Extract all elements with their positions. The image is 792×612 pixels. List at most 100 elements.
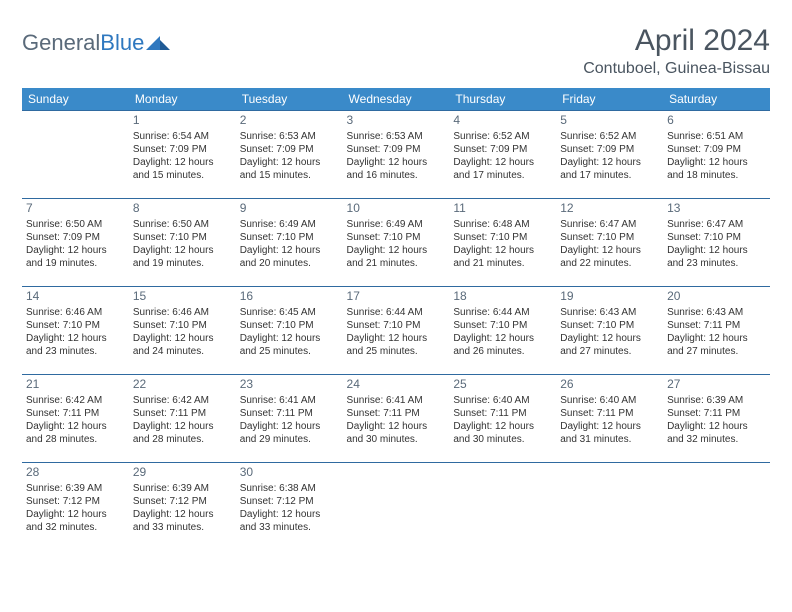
sunset-line: Sunset: 7:09 PM xyxy=(26,231,125,244)
calendar-cell: 27Sunrise: 6:39 AMSunset: 7:11 PMDayligh… xyxy=(663,375,770,463)
sunrise-line: Sunrise: 6:44 AM xyxy=(347,306,446,319)
logo: GeneralBlue xyxy=(22,24,172,56)
daylight-line: Daylight: 12 hours and 26 minutes. xyxy=(453,332,552,358)
sunset-line: Sunset: 7:10 PM xyxy=(26,319,125,332)
weekday-header: Saturday xyxy=(663,88,770,111)
sunset-line: Sunset: 7:10 PM xyxy=(560,319,659,332)
sunrise-line: Sunrise: 6:43 AM xyxy=(560,306,659,319)
day-number: 19 xyxy=(560,289,659,305)
day-number: 8 xyxy=(133,201,232,217)
day-number: 5 xyxy=(560,113,659,129)
calendar-table: SundayMondayTuesdayWednesdayThursdayFrid… xyxy=(22,88,770,551)
sunrise-line: Sunrise: 6:40 AM xyxy=(560,394,659,407)
calendar-cell: 24Sunrise: 6:41 AMSunset: 7:11 PMDayligh… xyxy=(343,375,450,463)
sunrise-line: Sunrise: 6:39 AM xyxy=(667,394,766,407)
daylight-line: Daylight: 12 hours and 31 minutes. xyxy=(560,420,659,446)
sunset-line: Sunset: 7:10 PM xyxy=(347,231,446,244)
calendar-cell: 26Sunrise: 6:40 AMSunset: 7:11 PMDayligh… xyxy=(556,375,663,463)
sunset-line: Sunset: 7:10 PM xyxy=(347,319,446,332)
calendar-cell: 12Sunrise: 6:47 AMSunset: 7:10 PMDayligh… xyxy=(556,199,663,287)
sunset-line: Sunset: 7:09 PM xyxy=(453,143,552,156)
day-number: 17 xyxy=(347,289,446,305)
sunset-line: Sunset: 7:10 PM xyxy=(453,231,552,244)
day-number: 23 xyxy=(240,377,339,393)
sunset-line: Sunset: 7:11 PM xyxy=(133,407,232,420)
calendar-cell: 20Sunrise: 6:43 AMSunset: 7:11 PMDayligh… xyxy=(663,287,770,375)
sunset-line: Sunset: 7:10 PM xyxy=(240,319,339,332)
calendar-cell: 22Sunrise: 6:42 AMSunset: 7:11 PMDayligh… xyxy=(129,375,236,463)
day-number: 12 xyxy=(560,201,659,217)
sunset-line: Sunset: 7:10 PM xyxy=(240,231,339,244)
sunrise-line: Sunrise: 6:53 AM xyxy=(347,130,446,143)
calendar-cell xyxy=(663,463,770,551)
weekday-header: Wednesday xyxy=(343,88,450,111)
weekday-header: Sunday xyxy=(22,88,129,111)
day-number: 16 xyxy=(240,289,339,305)
calendar-cell: 16Sunrise: 6:45 AMSunset: 7:10 PMDayligh… xyxy=(236,287,343,375)
calendar-cell: 4Sunrise: 6:52 AMSunset: 7:09 PMDaylight… xyxy=(449,111,556,199)
calendar-cell xyxy=(449,463,556,551)
day-number: 13 xyxy=(667,201,766,217)
day-number: 30 xyxy=(240,465,339,481)
daylight-line: Daylight: 12 hours and 15 minutes. xyxy=(133,156,232,182)
sunrise-line: Sunrise: 6:52 AM xyxy=(560,130,659,143)
sunrise-line: Sunrise: 6:39 AM xyxy=(133,482,232,495)
sunset-line: Sunset: 7:10 PM xyxy=(133,231,232,244)
sunrise-line: Sunrise: 6:51 AM xyxy=(667,130,766,143)
daylight-line: Daylight: 12 hours and 17 minutes. xyxy=(453,156,552,182)
day-number: 6 xyxy=(667,113,766,129)
sunset-line: Sunset: 7:11 PM xyxy=(26,407,125,420)
sunset-line: Sunset: 7:10 PM xyxy=(667,231,766,244)
daylight-line: Daylight: 12 hours and 27 minutes. xyxy=(560,332,659,358)
daylight-line: Daylight: 12 hours and 21 minutes. xyxy=(453,244,552,270)
day-number: 22 xyxy=(133,377,232,393)
daylight-line: Daylight: 12 hours and 33 minutes. xyxy=(133,508,232,534)
sunset-line: Sunset: 7:09 PM xyxy=(133,143,232,156)
daylight-line: Daylight: 12 hours and 16 minutes. xyxy=(347,156,446,182)
sunrise-line: Sunrise: 6:43 AM xyxy=(667,306,766,319)
weekday-header: Tuesday xyxy=(236,88,343,111)
calendar-cell: 28Sunrise: 6:39 AMSunset: 7:12 PMDayligh… xyxy=(22,463,129,551)
daylight-line: Daylight: 12 hours and 29 minutes. xyxy=(240,420,339,446)
day-number: 7 xyxy=(26,201,125,217)
calendar-cell xyxy=(343,463,450,551)
sunrise-line: Sunrise: 6:49 AM xyxy=(240,218,339,231)
sunset-line: Sunset: 7:11 PM xyxy=(667,407,766,420)
sunrise-line: Sunrise: 6:46 AM xyxy=(133,306,232,319)
daylight-line: Daylight: 12 hours and 23 minutes. xyxy=(667,244,766,270)
day-number: 15 xyxy=(133,289,232,305)
title-block: April 2024 Contuboel, Guinea-Bissau xyxy=(583,24,770,78)
daylight-line: Daylight: 12 hours and 24 minutes. xyxy=(133,332,232,358)
day-number: 3 xyxy=(347,113,446,129)
calendar-cell: 30Sunrise: 6:38 AMSunset: 7:12 PMDayligh… xyxy=(236,463,343,551)
weekday-header: Monday xyxy=(129,88,236,111)
calendar-cell: 2Sunrise: 6:53 AMSunset: 7:09 PMDaylight… xyxy=(236,111,343,199)
day-number: 18 xyxy=(453,289,552,305)
sunset-line: Sunset: 7:12 PM xyxy=(26,495,125,508)
calendar-week-row: 1Sunrise: 6:54 AMSunset: 7:09 PMDaylight… xyxy=(22,111,770,199)
day-number: 24 xyxy=(347,377,446,393)
daylight-line: Daylight: 12 hours and 25 minutes. xyxy=(347,332,446,358)
day-number: 29 xyxy=(133,465,232,481)
calendar-cell: 23Sunrise: 6:41 AMSunset: 7:11 PMDayligh… xyxy=(236,375,343,463)
sunset-line: Sunset: 7:11 PM xyxy=(453,407,552,420)
daylight-line: Daylight: 12 hours and 30 minutes. xyxy=(347,420,446,446)
calendar-cell: 1Sunrise: 6:54 AMSunset: 7:09 PMDaylight… xyxy=(129,111,236,199)
sunrise-line: Sunrise: 6:47 AM xyxy=(560,218,659,231)
calendar-cell: 10Sunrise: 6:49 AMSunset: 7:10 PMDayligh… xyxy=(343,199,450,287)
calendar-cell: 6Sunrise: 6:51 AMSunset: 7:09 PMDaylight… xyxy=(663,111,770,199)
calendar-cell xyxy=(22,111,129,199)
sunset-line: Sunset: 7:11 PM xyxy=(667,319,766,332)
sunrise-line: Sunrise: 6:48 AM xyxy=(453,218,552,231)
daylight-line: Daylight: 12 hours and 33 minutes. xyxy=(240,508,339,534)
day-number: 14 xyxy=(26,289,125,305)
sunrise-line: Sunrise: 6:49 AM xyxy=(347,218,446,231)
day-number: 1 xyxy=(133,113,232,129)
calendar-body: 1Sunrise: 6:54 AMSunset: 7:09 PMDaylight… xyxy=(22,111,770,551)
calendar-cell: 21Sunrise: 6:42 AMSunset: 7:11 PMDayligh… xyxy=(22,375,129,463)
sunrise-line: Sunrise: 6:44 AM xyxy=(453,306,552,319)
daylight-line: Daylight: 12 hours and 30 minutes. xyxy=(453,420,552,446)
sunrise-line: Sunrise: 6:47 AM xyxy=(667,218,766,231)
sunrise-line: Sunrise: 6:46 AM xyxy=(26,306,125,319)
calendar-cell: 7Sunrise: 6:50 AMSunset: 7:09 PMDaylight… xyxy=(22,199,129,287)
